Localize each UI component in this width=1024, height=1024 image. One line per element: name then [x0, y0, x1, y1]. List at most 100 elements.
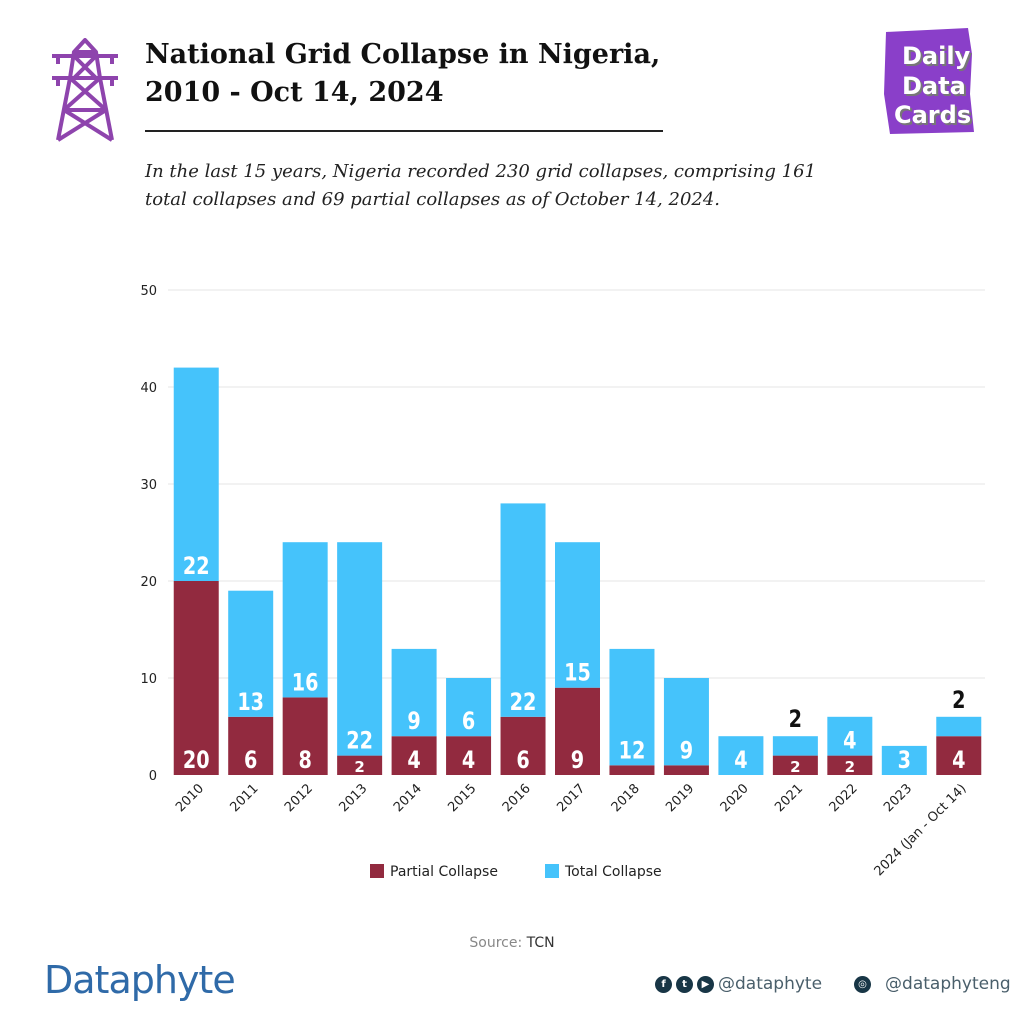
data-label: 22: [346, 728, 373, 756]
bar-total-collapse: [337, 542, 383, 756]
x-tick-label: 2012: [282, 781, 316, 815]
x-tick-label: 2014: [391, 781, 425, 815]
data-label: 2: [789, 706, 802, 734]
data-label: 12: [619, 737, 646, 765]
bar-partial-collapse: [663, 765, 709, 775]
svg-text:Cards: Cards: [894, 101, 971, 129]
data-label: 13: [237, 689, 264, 717]
y-tick-label: 0: [149, 769, 157, 784]
bar-total-collapse: [391, 648, 437, 737]
handle-dataphyteng[interactable]: @dataphyteng: [885, 974, 1011, 994]
chart-subtitle: In the last 15 years, Nigeria recorded 2…: [145, 158, 905, 214]
bar-total-collapse: [772, 736, 818, 756]
data-label: 16: [292, 669, 319, 697]
x-tick-label: 2015: [445, 781, 479, 815]
twitter-icon[interactable]: t: [676, 975, 693, 993]
x-tick-label: 2023: [881, 781, 915, 815]
chart-title: National Grid Collapse in Nigeria, 2010 …: [145, 36, 865, 112]
bar-partial-collapse: [772, 755, 818, 775]
title-line-1: National Grid Collapse in Nigeria,: [145, 39, 661, 70]
bar-total-collapse: [718, 736, 764, 775]
bar-partial-collapse: [500, 716, 546, 775]
source-label: Source:: [469, 935, 523, 951]
bar-partial-collapse: [337, 755, 383, 775]
bar-total-collapse: [500, 503, 546, 717]
stacked-bar-chart: 0102030405020222010613201181620122222013…: [140, 284, 985, 880]
title-divider: [145, 130, 663, 132]
data-label: 4: [952, 747, 965, 775]
bar-partial-collapse: [228, 716, 274, 775]
x-tick-label: 2024 (Jan - Oct 14): [872, 781, 970, 879]
title-line-2: 2010 - Oct 14, 2024: [145, 77, 444, 108]
x-tick-label: 2010: [173, 781, 207, 815]
bar-total-collapse: [881, 745, 927, 775]
legend-swatch: [545, 864, 559, 878]
y-tick-label: 10: [140, 672, 157, 687]
data-label: 20: [183, 747, 210, 775]
x-tick-label: 2016: [500, 781, 534, 815]
data-label: 6: [516, 747, 529, 775]
x-tick-label: 2011: [228, 781, 262, 815]
social-handles: f t ▶ @dataphyte ◎ @dataphyteng: [655, 974, 1011, 994]
x-tick-label: 2020: [718, 781, 752, 815]
svg-text:Data: Data: [902, 72, 966, 100]
data-label: 9: [680, 737, 693, 765]
data-label: 9: [571, 747, 584, 775]
facebook-icon[interactable]: f: [655, 975, 672, 993]
x-tick-label: 2022: [827, 781, 861, 815]
source-note: Source: TCN: [0, 935, 1024, 951]
y-tick-label: 50: [140, 284, 157, 299]
data-label: 15: [564, 660, 591, 688]
y-tick-label: 20: [140, 575, 157, 590]
youtube-icon[interactable]: ▶: [697, 975, 714, 993]
bar-total-collapse: [663, 678, 709, 766]
bar-total-collapse: [228, 590, 274, 717]
bar-partial-collapse: [173, 581, 219, 775]
bar-total-collapse: [827, 716, 873, 756]
dataphyte-logo: Dataphyte: [44, 958, 236, 1002]
instagram-icon[interactable]: ◎: [854, 975, 872, 993]
data-label: 8: [298, 747, 311, 775]
y-tick-label: 30: [140, 478, 157, 493]
bar-total-collapse: [282, 542, 328, 698]
bar-total-collapse: [555, 542, 600, 688]
bar-total-collapse: [446, 678, 492, 737]
legend-swatch: [370, 864, 384, 878]
x-tick-label: 2017: [554, 781, 588, 815]
data-label: 6: [462, 708, 475, 736]
bar-total-collapse: [173, 367, 219, 581]
y-tick-label: 40: [140, 381, 157, 396]
handle-dataphyte[interactable]: @dataphyte: [718, 974, 823, 994]
data-label: 9: [407, 708, 420, 736]
bar-total-collapse: [609, 648, 655, 766]
svg-text:Daily: Daily: [902, 42, 971, 70]
data-label: 4: [462, 747, 475, 775]
data-label: 6: [244, 747, 257, 775]
data-label: 22: [183, 553, 210, 581]
legend-label: Partial Collapse: [390, 864, 498, 880]
x-tick-label: 2021: [772, 781, 806, 815]
x-tick-label: 2013: [336, 781, 370, 815]
bar-partial-collapse: [555, 687, 600, 775]
x-tick-label: 2018: [609, 781, 643, 815]
source-value: TCN: [526, 935, 555, 951]
bar-partial-collapse: [936, 736, 982, 775]
data-label: 2: [354, 758, 364, 776]
bar-partial-collapse: [446, 736, 492, 775]
bar-partial-collapse: [609, 765, 655, 775]
x-tick-label: 2019: [663, 781, 697, 815]
bar-partial-collapse: [391, 736, 437, 775]
data-label: 4: [734, 747, 747, 775]
data-label: 22: [510, 689, 537, 717]
bar-total-collapse: [936, 716, 982, 737]
subtitle-line-2: total collapses and 69 partial collapses…: [145, 189, 721, 210]
data-label: 4: [843, 728, 856, 756]
data-label: 4: [407, 747, 420, 775]
transmission-tower-icon: [52, 38, 118, 142]
data-label: 3: [898, 747, 911, 775]
subtitle-line-1: In the last 15 years, Nigeria recorded 2…: [145, 161, 816, 182]
data-label: 2: [790, 758, 800, 776]
data-label: 2: [845, 758, 855, 776]
legend-label: Total Collapse: [564, 864, 662, 880]
